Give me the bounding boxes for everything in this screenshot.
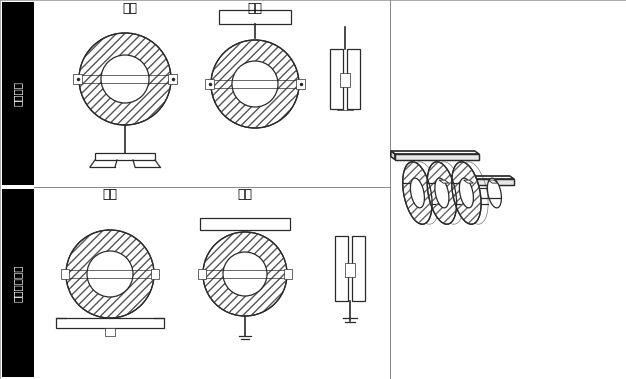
Polygon shape — [391, 151, 395, 160]
Text: 保温平底座码: 保温平底座码 — [13, 264, 23, 302]
Polygon shape — [395, 154, 479, 160]
Text: 吸装: 吸装 — [247, 3, 262, 16]
Bar — [2, 189, 34, 377]
Text: 座装: 座装 — [103, 188, 118, 202]
Ellipse shape — [223, 252, 267, 296]
Bar — [200, 218, 290, 230]
Bar — [335, 236, 348, 301]
Polygon shape — [488, 180, 498, 183]
Polygon shape — [439, 180, 449, 183]
Bar — [284, 269, 292, 279]
Text: 保温圆码: 保温圆码 — [13, 81, 23, 106]
Ellipse shape — [203, 232, 287, 316]
Polygon shape — [403, 162, 432, 224]
Bar — [61, 269, 68, 279]
Bar — [219, 10, 291, 24]
Bar — [197, 269, 205, 279]
Bar — [345, 263, 355, 277]
Bar — [95, 153, 155, 160]
Ellipse shape — [211, 40, 299, 128]
Bar — [205, 79, 214, 89]
Bar — [330, 49, 343, 109]
Bar — [105, 328, 115, 336]
Ellipse shape — [87, 251, 133, 297]
Polygon shape — [464, 180, 473, 183]
Bar — [151, 269, 159, 279]
Ellipse shape — [79, 33, 171, 125]
Polygon shape — [459, 178, 473, 208]
Polygon shape — [426, 176, 430, 185]
Bar — [73, 74, 82, 84]
Polygon shape — [452, 162, 481, 224]
Text: 座装: 座装 — [123, 3, 138, 16]
Polygon shape — [411, 178, 424, 208]
Polygon shape — [435, 178, 449, 208]
Bar — [56, 318, 164, 328]
Bar — [340, 73, 350, 87]
Ellipse shape — [101, 55, 149, 103]
Polygon shape — [430, 179, 514, 185]
Polygon shape — [488, 178, 501, 208]
Bar — [352, 236, 365, 301]
Text: 倒装: 倒装 — [237, 188, 252, 202]
Polygon shape — [391, 151, 479, 154]
Bar — [2, 2, 34, 185]
Bar — [168, 74, 177, 84]
Polygon shape — [426, 176, 514, 179]
Ellipse shape — [232, 61, 278, 107]
Ellipse shape — [66, 230, 154, 318]
Bar — [296, 79, 305, 89]
Polygon shape — [403, 178, 418, 208]
Bar — [347, 49, 360, 109]
Polygon shape — [427, 162, 456, 224]
